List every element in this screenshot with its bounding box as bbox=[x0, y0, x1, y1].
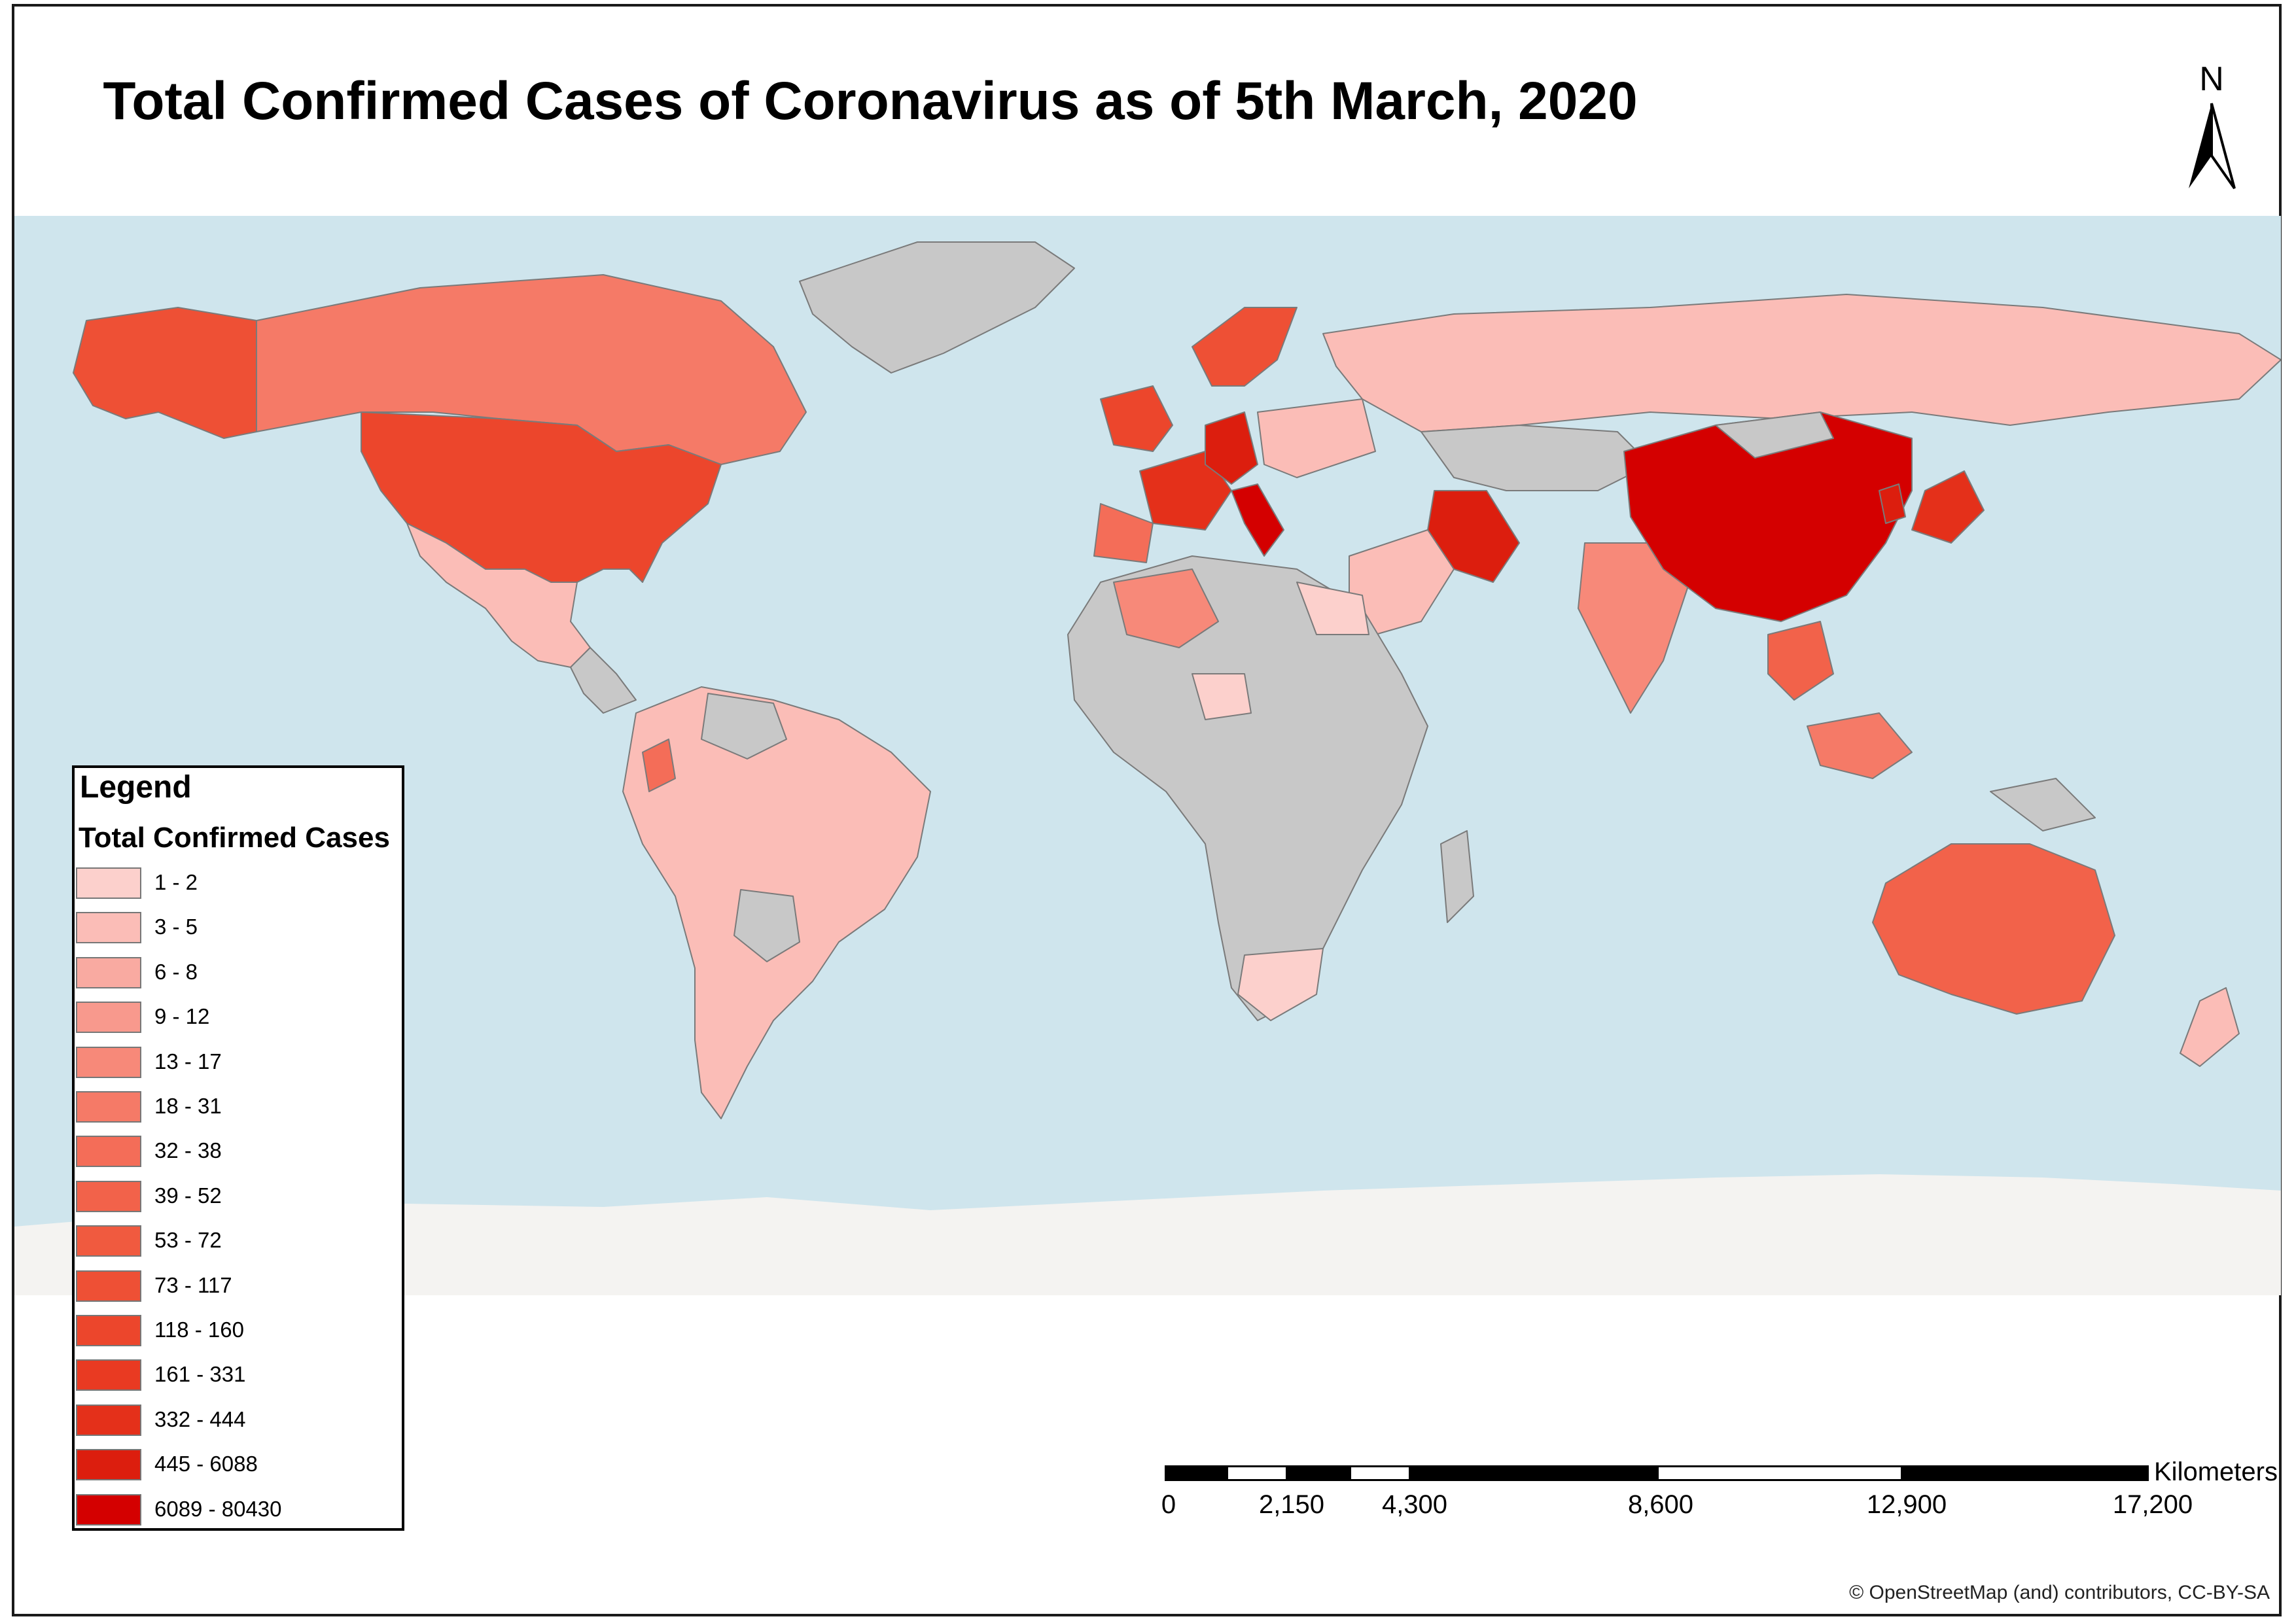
scale-tick: 12,900 bbox=[1866, 1490, 1947, 1519]
legend-label: 161 - 331 bbox=[154, 1362, 246, 1387]
legend-label: 6 - 8 bbox=[154, 959, 198, 984]
legend-label: 1 - 2 bbox=[154, 870, 198, 894]
scale-bar bbox=[1165, 1459, 2159, 1485]
legend-label: 118 - 160 bbox=[154, 1318, 244, 1342]
scale-segment bbox=[1657, 1465, 1903, 1481]
france bbox=[1139, 451, 1232, 531]
attribution: © OpenStreetMap (and) contributors, CC-B… bbox=[1849, 1582, 2270, 1603]
legend-swatch bbox=[76, 1359, 141, 1391]
legend-swatch bbox=[76, 1136, 141, 1168]
legend-label: 445 - 6088 bbox=[154, 1452, 258, 1476]
legend-swatch bbox=[76, 1404, 141, 1436]
legend-label: 73 - 117 bbox=[154, 1272, 232, 1297]
legend-swatch bbox=[76, 1002, 141, 1034]
venezuela-colombia bbox=[701, 693, 787, 759]
legend-swatch bbox=[76, 1225, 141, 1257]
legend-swatch bbox=[76, 912, 141, 944]
scale-segment bbox=[1165, 1465, 1226, 1481]
algeria bbox=[1113, 568, 1219, 648]
australia bbox=[1872, 843, 2115, 1015]
scale-tick: 17,200 bbox=[2112, 1490, 2193, 1519]
map-title: Total Confirmed Cases of Coronavirus as … bbox=[103, 71, 1638, 131]
scandinavia bbox=[1192, 307, 1298, 387]
italy bbox=[1231, 483, 1284, 557]
paraguay-bolivia bbox=[733, 889, 800, 962]
greenland bbox=[799, 241, 1075, 374]
ecuador bbox=[642, 739, 676, 792]
legend-swatch bbox=[76, 1091, 141, 1123]
alaska bbox=[73, 307, 257, 439]
legend-label: 9 - 12 bbox=[154, 1004, 210, 1029]
legend-label: 3 - 5 bbox=[154, 915, 198, 939]
papua-new-guinea bbox=[1990, 778, 2096, 831]
legend-label: 18 - 31 bbox=[154, 1094, 222, 1118]
scale-tick: 8,600 bbox=[1627, 1490, 1694, 1519]
russia bbox=[1322, 294, 2281, 432]
legend-label: 332 - 444 bbox=[154, 1406, 246, 1431]
egypt bbox=[1296, 582, 1369, 635]
scale-tick: 0 bbox=[1161, 1490, 1176, 1519]
legend-subtitle: Total Confirmed Cases bbox=[79, 822, 390, 854]
germany bbox=[1205, 411, 1258, 485]
legend-swatch bbox=[76, 956, 141, 988]
japan bbox=[1911, 470, 1985, 544]
central-asia bbox=[1421, 425, 1651, 491]
legend-label: 13 - 17 bbox=[154, 1049, 222, 1073]
scale-unit: Kilometers bbox=[2154, 1457, 2278, 1486]
legend-swatch bbox=[76, 1180, 141, 1212]
legend-swatch bbox=[76, 1270, 141, 1302]
mongolia bbox=[1715, 411, 1834, 459]
north-label: N bbox=[2199, 60, 2224, 98]
spain bbox=[1093, 503, 1154, 563]
legend-title: Legend bbox=[80, 770, 192, 805]
legend-swatch bbox=[76, 1449, 141, 1481]
legend-swatch bbox=[76, 1493, 141, 1526]
scale-tick: 2,150 bbox=[1258, 1490, 1325, 1519]
legend-label: 6089 - 80430 bbox=[154, 1496, 282, 1521]
scale-segment bbox=[1349, 1465, 1411, 1481]
legend-swatch bbox=[76, 1046, 141, 1078]
new-zealand bbox=[2180, 987, 2240, 1067]
legend-swatch bbox=[76, 867, 141, 899]
scale-segment bbox=[1411, 1465, 1657, 1481]
legend-swatch bbox=[76, 1315, 141, 1346]
scale-segment bbox=[1903, 1465, 2149, 1481]
nigeria bbox=[1192, 673, 1252, 720]
eastern-europe bbox=[1257, 398, 1376, 478]
antarctica bbox=[14, 1174, 2281, 1295]
legend-box: Legend Total Confirmed Cases 1 - 2 3 - 5 6… bbox=[72, 765, 404, 1531]
north-arrow-icon: N bbox=[2182, 58, 2241, 195]
indonesia-malaysia bbox=[1807, 712, 1913, 779]
madagascar bbox=[1440, 830, 1474, 923]
central-america bbox=[570, 647, 637, 714]
south-africa bbox=[1237, 948, 1324, 1021]
scale-segment bbox=[1288, 1465, 1349, 1481]
south-korea bbox=[1879, 483, 1906, 524]
legend-label: 53 - 72 bbox=[154, 1228, 222, 1253]
scale-segment bbox=[1226, 1465, 1288, 1481]
legend-label: 32 - 38 bbox=[154, 1138, 222, 1163]
legend-label: 39 - 52 bbox=[154, 1183, 222, 1208]
southeast-asia bbox=[1767, 621, 1834, 701]
scale-tick: 4,300 bbox=[1381, 1490, 1448, 1519]
united-kingdom bbox=[1100, 385, 1173, 452]
